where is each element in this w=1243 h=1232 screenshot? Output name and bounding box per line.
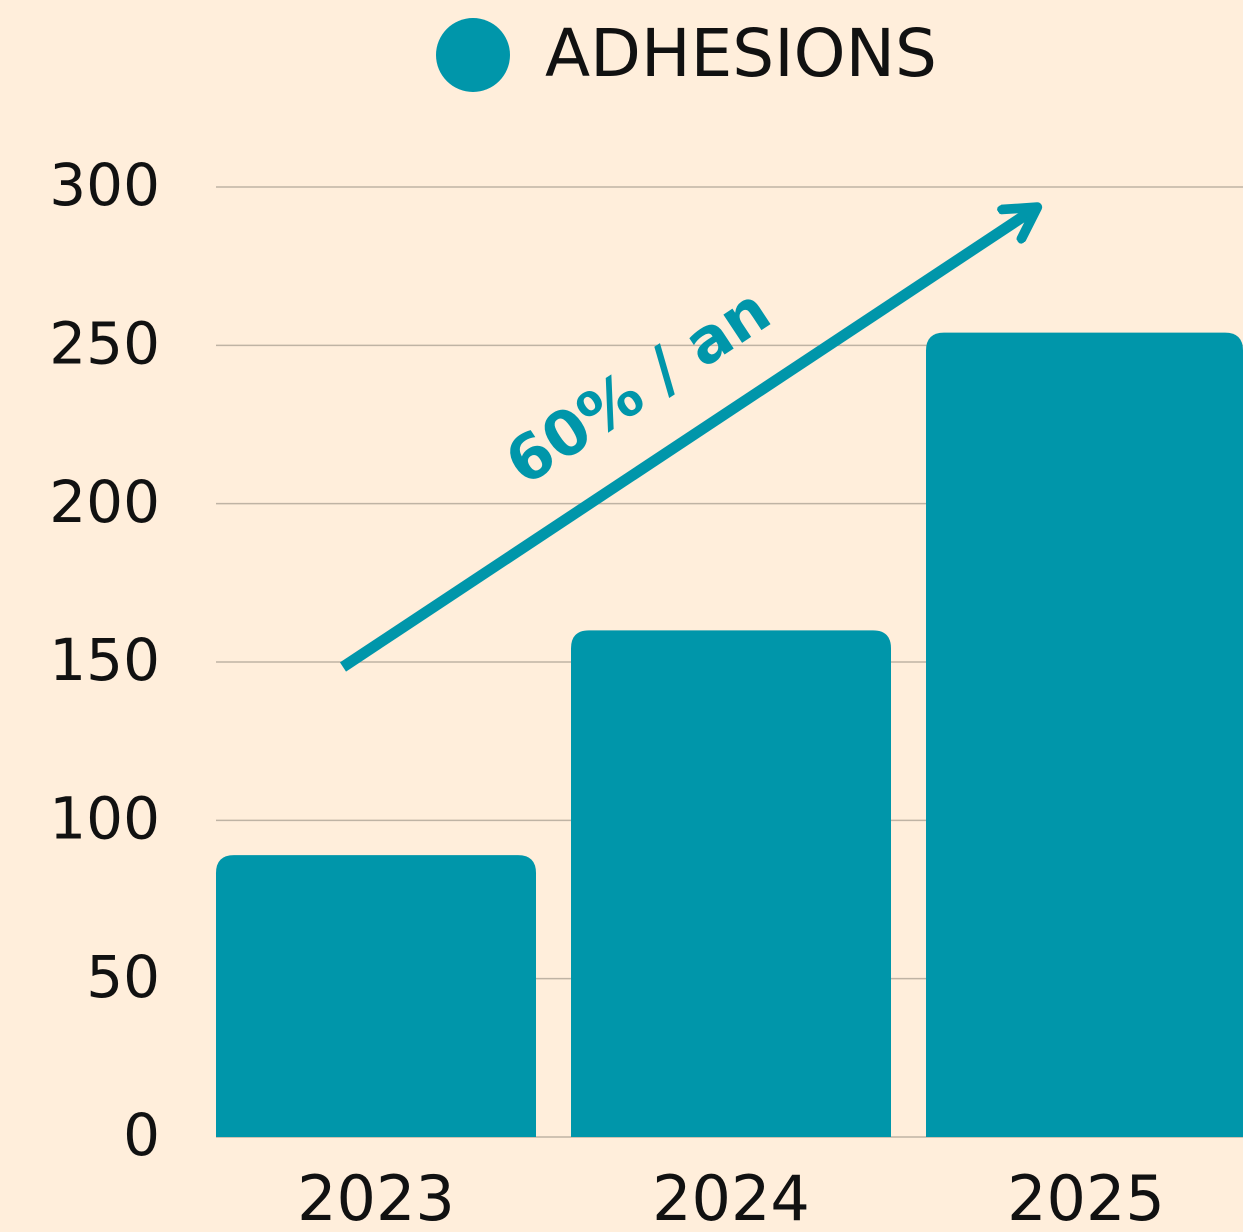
x-tick-label: 2024 <box>652 1162 810 1232</box>
x-tick-label: 2025 <box>1007 1162 1165 1232</box>
trend-arrow <box>339 212 1030 672</box>
bar <box>216 855 536 1137</box>
bar <box>926 332 1243 1138</box>
y-tick-label: 150 <box>49 626 160 694</box>
plot: 0 50 100 150 200 250 300 2023 2024 2025 <box>49 151 1243 1232</box>
y-tick-label: 200 <box>49 468 160 536</box>
y-tick-label: 300 <box>49 151 160 219</box>
y-tick-label: 50 <box>86 943 160 1011</box>
x-tick-label: 2023 <box>297 1162 455 1232</box>
y-tick-label: 0 <box>123 1101 160 1169</box>
y-tick-label: 100 <box>49 784 160 852</box>
legend-swatch <box>436 18 510 92</box>
y-tick-label: 250 <box>49 309 160 377</box>
legend-label: ADHESIONS <box>545 15 937 92</box>
bar <box>571 630 891 1137</box>
